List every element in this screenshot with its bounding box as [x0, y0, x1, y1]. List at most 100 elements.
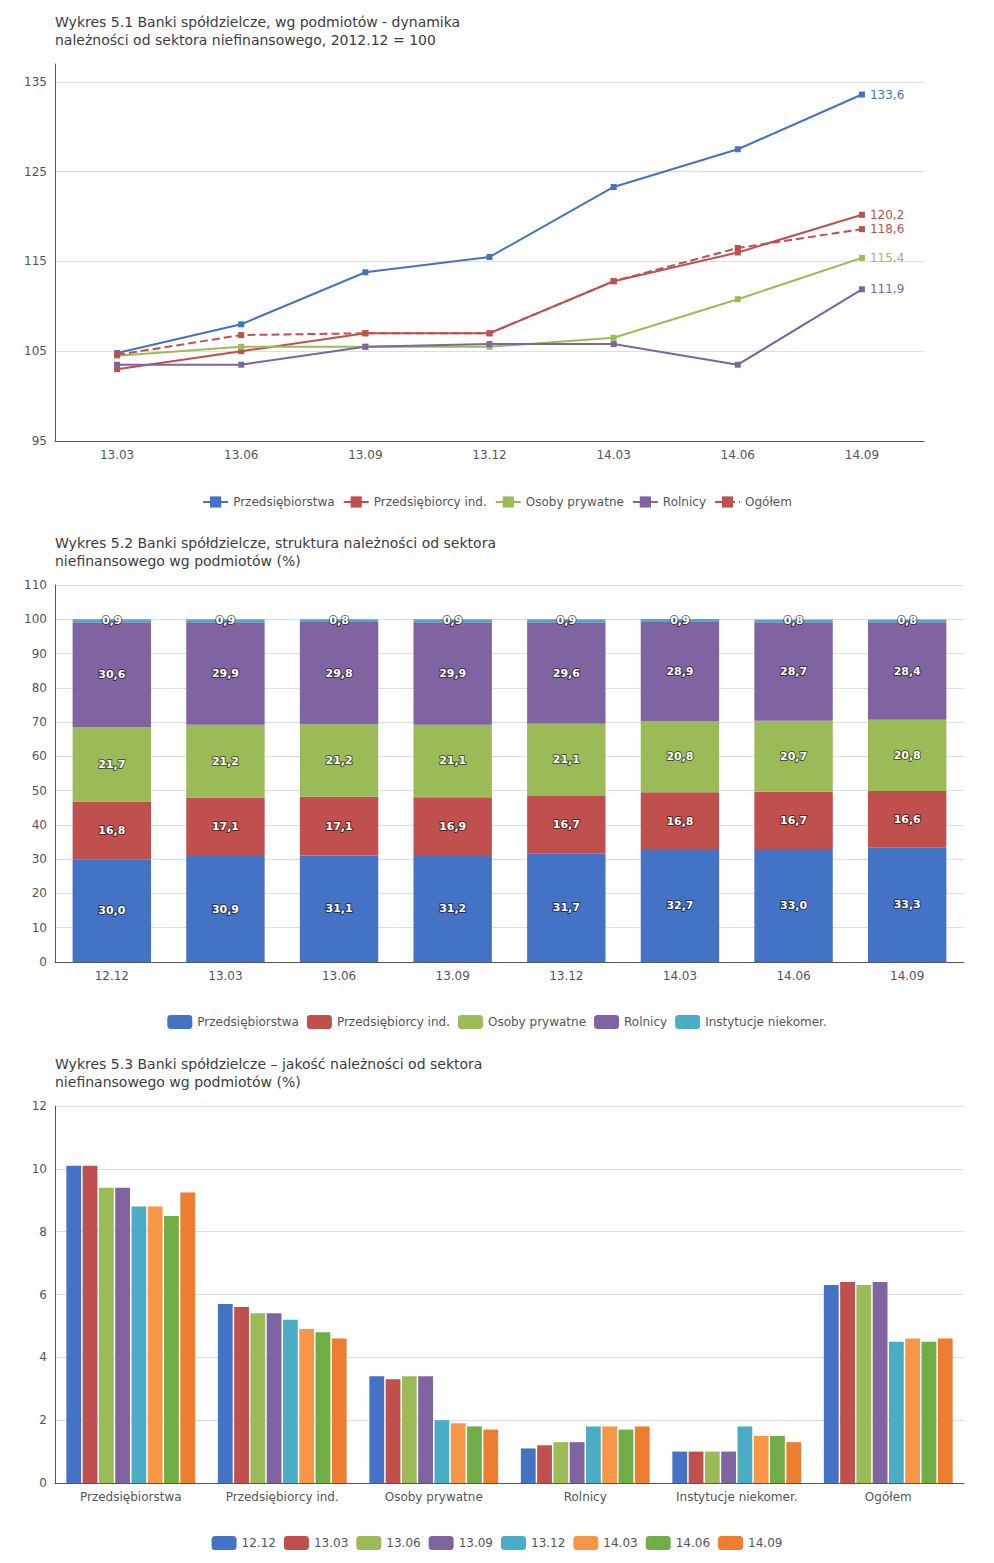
svg-text:30,0: 30,0	[98, 904, 125, 917]
svg-text:0,9: 0,9	[670, 614, 690, 627]
svg-text:12.12: 12.12	[242, 1536, 276, 1550]
svg-text:14.09: 14.09	[748, 1536, 782, 1550]
svg-text:13.03: 13.03	[314, 1536, 348, 1550]
svg-text:14.06: 14.06	[721, 448, 755, 462]
svg-text:0,9: 0,9	[216, 614, 236, 627]
svg-text:13.03: 13.03	[208, 969, 242, 983]
svg-text:16,6: 16,6	[894, 813, 921, 826]
svg-text:13.09: 13.09	[436, 969, 470, 983]
svg-text:13.12: 13.12	[531, 1536, 565, 1550]
svg-text:Instytucje niekomer.: Instytucje niekomer.	[705, 1015, 827, 1029]
svg-text:29,9: 29,9	[439, 667, 466, 680]
svg-text:20,7: 20,7	[780, 750, 807, 763]
svg-text:115,4: 115,4	[870, 251, 904, 265]
svg-text:21,7: 21,7	[98, 758, 125, 771]
svg-text:13.12: 13.12	[472, 448, 506, 462]
svg-text:13.06: 13.06	[224, 448, 258, 462]
svg-text:14.03: 14.03	[596, 448, 630, 462]
svg-text:29,6: 29,6	[553, 667, 580, 680]
svg-text:31,2: 31,2	[439, 902, 466, 915]
svg-text:33,0: 33,0	[780, 899, 807, 912]
svg-text:Przedsiębiorstwa: Przedsiębiorstwa	[80, 1490, 182, 1504]
svg-text:33,3: 33,3	[894, 898, 921, 911]
svg-text:120,2: 120,2	[870, 208, 904, 222]
svg-text:13.03: 13.03	[100, 448, 134, 462]
svg-text:14.03: 14.03	[663, 969, 697, 983]
svg-text:21,1: 21,1	[553, 753, 580, 766]
svg-text:95: 95	[32, 434, 47, 448]
svg-text:30: 30	[32, 852, 47, 866]
svg-text:31,7: 31,7	[553, 901, 580, 914]
svg-text:20,8: 20,8	[894, 749, 921, 762]
svg-text:14.09: 14.09	[845, 448, 879, 462]
svg-text:21,2: 21,2	[325, 754, 352, 767]
svg-text:14.09: 14.09	[890, 969, 924, 983]
svg-text:17,1: 17,1	[212, 820, 239, 833]
svg-text:29,8: 29,8	[325, 667, 352, 680]
svg-text:0,9: 0,9	[443, 614, 463, 627]
svg-text:20,8: 20,8	[666, 750, 693, 763]
svg-text:110: 110	[24, 578, 47, 592]
svg-text:28,4: 28,4	[894, 665, 921, 678]
svg-text:0,9: 0,9	[557, 614, 577, 627]
svg-text:125: 125	[24, 165, 47, 179]
svg-text:Ogółem: Ogółem	[745, 495, 792, 509]
svg-text:Wykres 5.1 Banki spółdzielcze,: Wykres 5.1 Banki spółdzielcze, wg podmio…	[55, 14, 460, 30]
svg-text:111,9: 111,9	[870, 282, 904, 296]
svg-text:32,7: 32,7	[666, 899, 693, 912]
svg-text:Rolnicy: Rolnicy	[564, 1490, 607, 1504]
svg-text:21,2: 21,2	[212, 755, 239, 768]
svg-text:0,9: 0,9	[102, 614, 122, 627]
svg-text:13.09: 13.09	[348, 448, 382, 462]
svg-text:28,9: 28,9	[666, 665, 693, 678]
svg-text:14.06: 14.06	[776, 969, 810, 983]
svg-text:Przedsiębiorcy ind.: Przedsiębiorcy ind.	[337, 1015, 450, 1029]
svg-text:13.06: 13.06	[386, 1536, 420, 1550]
svg-text:niefinansowego wg podmiotów (%: niefinansowego wg podmiotów (%)	[55, 1074, 301, 1090]
svg-text:40: 40	[32, 818, 47, 832]
svg-text:należności od sektora niefinan: należności od sektora niefinansowego, 20…	[55, 32, 436, 48]
svg-text:133,6: 133,6	[870, 88, 904, 102]
svg-text:6: 6	[39, 1288, 47, 1302]
svg-text:0,8: 0,8	[897, 614, 917, 627]
svg-text:29,9: 29,9	[212, 667, 239, 680]
svg-text:0: 0	[39, 1476, 47, 1490]
svg-text:Wykres 5.3 Banki spółdzielcze: Wykres 5.3 Banki spółdzielcze – jakość n…	[55, 1056, 482, 1072]
svg-text:Wykres 5.2 Banki spółdzielcze,: Wykres 5.2 Banki spółdzielcze, struktura…	[55, 535, 496, 551]
svg-text:17,1: 17,1	[325, 820, 352, 833]
svg-text:115: 115	[24, 254, 47, 268]
svg-text:31,1: 31,1	[325, 902, 352, 915]
svg-text:10: 10	[32, 1162, 47, 1176]
svg-text:Osoby prywatne: Osoby prywatne	[385, 1490, 483, 1504]
svg-text:8: 8	[39, 1225, 47, 1239]
svg-text:13.12: 13.12	[549, 969, 583, 983]
svg-text:2: 2	[39, 1413, 47, 1427]
svg-text:Rolnicy: Rolnicy	[624, 1015, 667, 1029]
svg-text:0,8: 0,8	[329, 614, 349, 627]
svg-text:30,9: 30,9	[212, 903, 239, 916]
svg-text:70: 70	[32, 715, 47, 729]
svg-text:Przedsiębiorstwa: Przedsiębiorstwa	[233, 495, 335, 509]
svg-text:16,8: 16,8	[98, 824, 125, 837]
svg-text:16,7: 16,7	[553, 818, 580, 831]
svg-text:Ogółem: Ogółem	[865, 1490, 912, 1504]
svg-text:Przedsiębiorcy ind.: Przedsiębiorcy ind.	[374, 495, 487, 509]
svg-text:20: 20	[32, 886, 47, 900]
svg-text:90: 90	[32, 647, 47, 661]
svg-text:16,9: 16,9	[439, 820, 466, 833]
svg-text:13.06: 13.06	[322, 969, 356, 983]
svg-text:12.12: 12.12	[95, 969, 129, 983]
svg-text:135: 135	[24, 75, 47, 89]
svg-text:0,8: 0,8	[784, 614, 804, 627]
svg-text:Osoby prywatne: Osoby prywatne	[526, 495, 624, 509]
svg-text:28,7: 28,7	[780, 665, 807, 678]
svg-text:16,8: 16,8	[666, 815, 693, 828]
svg-text:Przedsiębiorstwa: Przedsiębiorstwa	[197, 1015, 299, 1029]
svg-text:21,1: 21,1	[439, 754, 466, 767]
svg-text:100: 100	[24, 612, 47, 626]
svg-text:13.09: 13.09	[459, 1536, 493, 1550]
svg-text:105: 105	[24, 344, 47, 358]
svg-text:14.06: 14.06	[676, 1536, 710, 1550]
svg-text:12: 12	[32, 1099, 47, 1113]
svg-text:Instytucje niekomer.: Instytucje niekomer.	[676, 1490, 798, 1504]
